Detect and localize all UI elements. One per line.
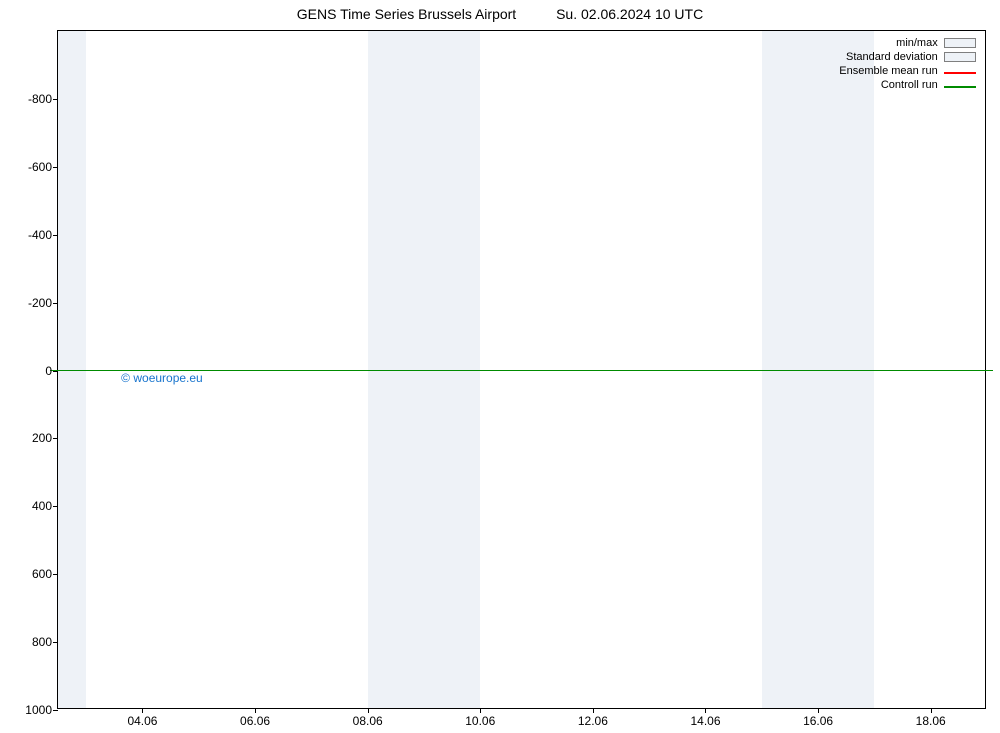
legend-swatch bbox=[944, 52, 976, 62]
ytick-mark bbox=[53, 167, 58, 168]
legend-label: min/max bbox=[896, 36, 938, 50]
ytick-label: 200 bbox=[32, 431, 52, 445]
legend-label: Controll run bbox=[881, 78, 938, 92]
chart-container: { "title": { "left": "GENS Time Series B… bbox=[0, 0, 1000, 733]
ytick-label: -600 bbox=[28, 160, 52, 174]
xtick-label: 18.06 bbox=[916, 714, 946, 728]
xtick-label: 06.06 bbox=[240, 714, 270, 728]
ytick-label: 0 bbox=[45, 364, 52, 378]
ytick-mark bbox=[53, 506, 58, 507]
title-right: Su. 02.06.2024 10 UTC bbox=[556, 6, 703, 22]
xtick-mark bbox=[818, 708, 819, 713]
legend-swatch bbox=[944, 72, 976, 74]
legend-label: Ensemble mean run bbox=[839, 64, 937, 78]
ytick-label: 1000 bbox=[25, 703, 52, 717]
xtick-mark bbox=[368, 708, 369, 713]
ytick-mark bbox=[53, 710, 58, 711]
ytick-mark bbox=[53, 642, 58, 643]
xtick-mark bbox=[593, 708, 594, 713]
legend-item: Standard deviation bbox=[839, 50, 975, 64]
plot-area: -800-600-400-2000200400600800100004.0606… bbox=[57, 30, 986, 709]
ytick-label: -200 bbox=[28, 296, 52, 310]
xtick-label: 10.06 bbox=[465, 714, 495, 728]
ytick-label: -400 bbox=[28, 228, 52, 242]
ytick-label: -800 bbox=[28, 92, 52, 106]
xtick-mark bbox=[142, 708, 143, 713]
ytick-mark bbox=[53, 438, 58, 439]
title-left: GENS Time Series Brussels Airport bbox=[297, 6, 516, 22]
xtick-mark bbox=[705, 708, 706, 713]
legend-swatch bbox=[944, 86, 976, 88]
ytick-label: 800 bbox=[32, 635, 52, 649]
legend-swatch bbox=[944, 38, 976, 48]
xtick-mark bbox=[931, 708, 932, 713]
legend-item: min/max bbox=[839, 36, 975, 50]
ytick-mark bbox=[53, 371, 58, 372]
legend-item: Ensemble mean run bbox=[839, 64, 975, 78]
xtick-label: 08.06 bbox=[353, 714, 383, 728]
watermark: © woeurope.eu bbox=[121, 371, 203, 385]
ytick-mark bbox=[53, 574, 58, 575]
xtick-mark bbox=[255, 708, 256, 713]
legend: min/maxStandard deviationEnsemble mean r… bbox=[839, 36, 975, 92]
xtick-label: 16.06 bbox=[803, 714, 833, 728]
ytick-label: 400 bbox=[32, 499, 52, 513]
ytick-mark bbox=[53, 303, 58, 304]
legend-label: Standard deviation bbox=[846, 50, 938, 64]
xtick-label: 04.06 bbox=[127, 714, 157, 728]
xtick-mark bbox=[480, 708, 481, 713]
xtick-label: 14.06 bbox=[690, 714, 720, 728]
xtick-label: 12.06 bbox=[578, 714, 608, 728]
ytick-mark bbox=[53, 235, 58, 236]
ytick-label: 600 bbox=[32, 567, 52, 581]
legend-item: Controll run bbox=[839, 78, 975, 92]
ytick-mark bbox=[53, 99, 58, 100]
chart-title: GENS Time Series Brussels Airport Su. 02… bbox=[0, 6, 1000, 22]
